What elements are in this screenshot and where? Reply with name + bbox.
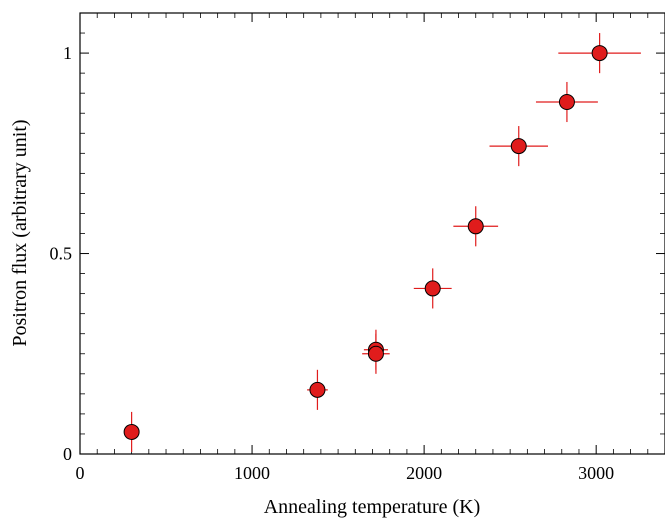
data-point-marker	[424, 280, 441, 297]
data-point-marker	[309, 381, 326, 398]
plot-frame	[79, 12, 665, 455]
data-point-marker	[558, 94, 575, 111]
x-tick-label: 3000	[578, 463, 614, 483]
data-points	[123, 45, 608, 440]
data-point-marker	[367, 345, 384, 362]
y-axis-label: Positron flux (arbitrary unit)	[9, 119, 31, 346]
x-tick-label: 0	[76, 463, 85, 483]
axis-ticks	[79, 13, 665, 455]
y-tick-label: 1	[63, 43, 72, 63]
data-point-marker	[467, 218, 484, 235]
x-axis-label: Annealing temperature (K)	[264, 496, 481, 518]
axis-tick-labels: 0 1000 2000 3000 0 0.5 1	[50, 43, 615, 483]
x-tick-label: 2000	[406, 463, 442, 483]
y-tick-label: 0	[63, 444, 72, 464]
x-tick-label: 1000	[234, 463, 270, 483]
data-point-marker	[510, 138, 527, 155]
data-point-marker	[591, 45, 608, 62]
y-tick-label: 0.5	[50, 244, 73, 264]
data-point-marker	[123, 423, 140, 440]
